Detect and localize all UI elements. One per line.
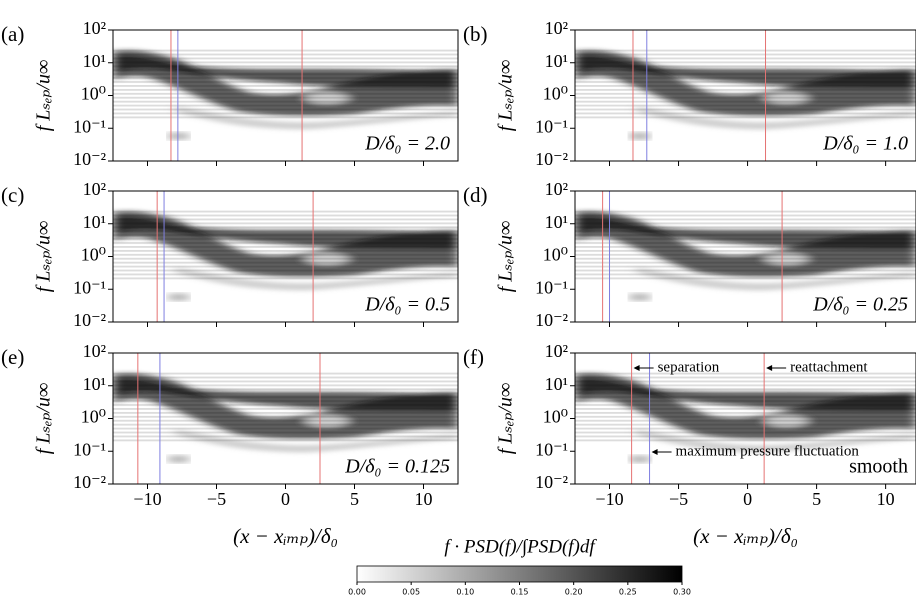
x-tick-label: 0 bbox=[281, 489, 290, 509]
y-axis-label: f Lₛₑₚ/u∞ bbox=[495, 221, 517, 292]
note: reattachment bbox=[790, 359, 868, 375]
colorbar bbox=[357, 566, 682, 582]
panel-label: (f) bbox=[463, 345, 484, 369]
colorbar-label: f · PSD(f)/∫PSD(f)df bbox=[444, 536, 597, 558]
y-tick-label: 10⁻¹ bbox=[535, 439, 568, 459]
y-tick-label: 10⁻¹ bbox=[73, 439, 106, 459]
y-tick-label: 10⁰ bbox=[81, 407, 106, 427]
spectrogram bbox=[575, 209, 916, 301]
annotation: D/δ₀ = 0.25 bbox=[812, 294, 908, 316]
y-tick-label: 10⁰ bbox=[543, 245, 568, 265]
y-tick-label: 10⁰ bbox=[81, 84, 106, 104]
annotation: D/δ₀ = 1.0 bbox=[822, 133, 908, 155]
y-tick-label: 10⁻² bbox=[535, 149, 568, 169]
x-tick-label: 0 bbox=[743, 489, 752, 509]
y-tick-label: 10⁻² bbox=[535, 472, 568, 492]
y-tick-label: 10⁰ bbox=[81, 245, 106, 265]
x-tick-label: 5 bbox=[812, 489, 821, 509]
y-tick-label: 10² bbox=[83, 18, 106, 38]
panel-label: (e) bbox=[1, 345, 24, 369]
colorbar-tick-label: 0.20 bbox=[565, 588, 583, 597]
x-tick-label: −5 bbox=[669, 489, 688, 509]
y-tick-label: 10² bbox=[545, 18, 568, 38]
panel-label: (a) bbox=[1, 22, 24, 46]
y-tick-label: 10¹ bbox=[545, 374, 568, 394]
annotation: D/δ₀ = 0.125 bbox=[344, 456, 450, 478]
note: maximum pressure fluctuation bbox=[676, 443, 860, 459]
x-tick-label: −10 bbox=[133, 489, 161, 509]
y-axis-label: f Lₛₑₚ/u∞ bbox=[33, 221, 55, 292]
panel-label: (d) bbox=[463, 183, 488, 207]
y-tick-label: 10² bbox=[545, 341, 568, 361]
y-tick-label: 10¹ bbox=[545, 51, 568, 71]
y-tick-label: 10¹ bbox=[83, 374, 106, 394]
x-tick-label: 5 bbox=[350, 489, 359, 509]
note: separation bbox=[658, 359, 720, 375]
y-tick-label: 10⁻¹ bbox=[535, 277, 568, 297]
y-axis-label: f Lₛₑₚ/u∞ bbox=[495, 383, 517, 454]
y-tick-label: 10⁻² bbox=[73, 310, 106, 330]
y-tick-label: 10⁻² bbox=[535, 310, 568, 330]
y-tick-label: 10¹ bbox=[545, 212, 568, 232]
spectrogram bbox=[113, 209, 458, 301]
y-tick-label: 10⁻¹ bbox=[73, 116, 106, 136]
y-axis-label: f Lₛₑₚ/u∞ bbox=[33, 60, 55, 131]
y-tick-label: 10⁰ bbox=[543, 407, 568, 427]
panel-label: (c) bbox=[1, 183, 24, 207]
y-tick-label: 10⁻¹ bbox=[535, 116, 568, 136]
y-tick-label: 10¹ bbox=[83, 212, 106, 232]
spectrogram bbox=[113, 48, 458, 140]
colorbar-tick-label: 0.05 bbox=[402, 588, 420, 597]
spectrogram bbox=[575, 48, 916, 140]
y-tick-label: 10⁰ bbox=[543, 84, 568, 104]
x-axis-label: (x − xᵢₘₚ)/δ₀ bbox=[693, 524, 798, 548]
figure: 10² 10¹ 10⁰ 10⁻¹ 10⁻² (a) f Lₛₑₚ/u∞ D/δ₀ = 2.0 1… bbox=[0, 0, 916, 598]
colorbar-tick-label: 0.00 bbox=[348, 588, 366, 597]
y-tick-label: 10² bbox=[545, 179, 568, 199]
arrow-head bbox=[766, 365, 772, 371]
colorbar-tick-label: 0.30 bbox=[673, 588, 691, 597]
x-tick-label: 10 bbox=[877, 489, 895, 509]
y-tick-label: 10⁻² bbox=[73, 472, 106, 492]
arrow-head bbox=[634, 365, 640, 371]
colorbar-tick-label: 0.10 bbox=[456, 588, 474, 597]
x-tick-label: −10 bbox=[595, 489, 623, 509]
colorbar-tick-label: 0.25 bbox=[619, 588, 637, 597]
arrow-head bbox=[652, 449, 658, 455]
colorbar-tick-label: 0.15 bbox=[511, 588, 529, 597]
annotation: D/δ₀ = 0.5 bbox=[364, 294, 450, 316]
panel-label: (b) bbox=[463, 22, 488, 46]
y-axis-label: f Lₛₑₚ/u∞ bbox=[495, 60, 517, 131]
y-tick-label: 10⁻¹ bbox=[73, 277, 106, 297]
y-tick-label: 10² bbox=[83, 179, 106, 199]
x-axis-label: (x − xᵢₘₚ)/δ₀ bbox=[233, 524, 338, 548]
x-tick-label: −5 bbox=[207, 489, 226, 509]
spectrogram bbox=[113, 371, 458, 463]
y-tick-label: 10⁻² bbox=[73, 149, 106, 169]
y-tick-label: 10¹ bbox=[83, 51, 106, 71]
y-axis-label: f Lₛₑₚ/u∞ bbox=[33, 383, 55, 454]
x-tick-label: 10 bbox=[415, 489, 433, 509]
annotation: D/δ₀ = 2.0 bbox=[364, 133, 450, 155]
y-tick-label: 10² bbox=[83, 341, 106, 361]
